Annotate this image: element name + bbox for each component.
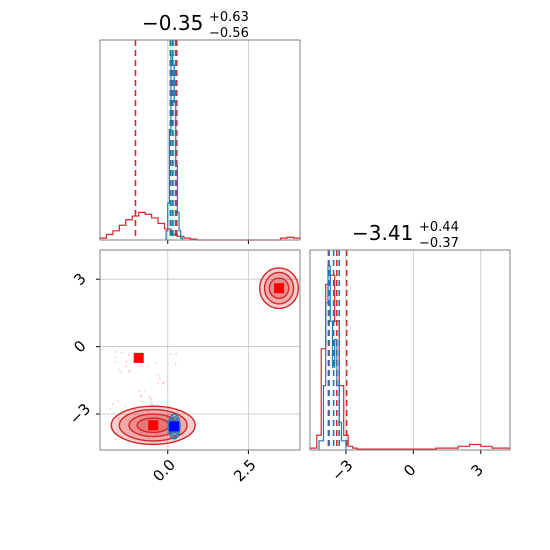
sample-point — [150, 403, 153, 405]
x-tick-label: 0 — [400, 461, 419, 480]
sample-point — [174, 362, 177, 365]
hist-2-title-median: −3.41 — [352, 221, 413, 245]
sample-point — [121, 435, 124, 438]
hist-series-2 — [165, 55, 183, 240]
sample-point — [124, 404, 126, 407]
hist-series-1 — [99, 211, 301, 241]
sample-point — [140, 400, 143, 403]
marker-2 — [148, 420, 159, 431]
sample-point — [150, 397, 153, 400]
y-tick-label: −3 — [66, 400, 94, 428]
hist-panel-param-1 — [99, 39, 301, 244]
y-tick-label: 3 — [70, 269, 89, 288]
panel-frame — [99, 249, 301, 451]
sample-point — [125, 360, 128, 363]
sample-point — [127, 354, 130, 356]
sample-point — [157, 373, 160, 376]
hist-1-title-plus: +0.63 — [209, 10, 249, 25]
sample-point — [127, 418, 130, 421]
sample-point — [148, 437, 150, 440]
x-tick-label: 0.0 — [149, 456, 179, 486]
sample-point — [155, 433, 158, 436]
hist-series-2 — [318, 265, 347, 450]
sample-point — [117, 400, 120, 402]
sample-point — [128, 369, 131, 372]
hist-2-title: −3.41 +0.44 −0.37 — [352, 220, 459, 251]
sample-point — [120, 351, 123, 354]
x-tick-label: 2.5 — [230, 456, 260, 486]
sample-point — [139, 395, 142, 398]
sample-point — [150, 400, 153, 403]
sample-point — [119, 370, 122, 373]
x-tick-label: −3 — [328, 456, 356, 484]
panel-frame — [99, 39, 301, 241]
marker-4 — [169, 421, 180, 432]
x-tick-label: 3 — [468, 461, 487, 480]
sample-point — [138, 390, 141, 393]
sample-point — [157, 381, 159, 384]
sample-point — [117, 368, 120, 371]
sample-point — [156, 414, 159, 417]
panel-frame — [309, 249, 511, 451]
sample-point — [133, 408, 136, 411]
sample-point — [140, 432, 143, 434]
hist-2-title-minus: −0.37 — [419, 236, 459, 251]
sample-point — [146, 365, 149, 368]
sample-point — [158, 377, 161, 380]
sample-point — [114, 356, 117, 359]
sample-point — [125, 365, 127, 368]
sample-point — [116, 418, 119, 420]
sample-point — [161, 428, 164, 431]
sample-point — [169, 353, 172, 355]
sample-point — [162, 381, 165, 384]
hist-2-title-plus: +0.44 — [419, 220, 459, 235]
scatter-contour-panel: 0.0 2.5 −3 0 3 — [66, 249, 301, 486]
sample-point — [175, 352, 178, 355]
sample-point — [143, 389, 146, 392]
hist-1-title: −0.35 +0.63 −0.56 — [142, 10, 249, 41]
sample-point — [114, 361, 117, 363]
sample-point — [109, 407, 112, 410]
sample-point — [127, 371, 130, 373]
sample-point — [114, 438, 117, 441]
sample-point — [140, 394, 143, 397]
sample-point — [147, 410, 150, 413]
hist-1-title-median: −0.35 — [142, 11, 203, 35]
sample-point — [112, 403, 114, 405]
sample-point — [176, 410, 179, 413]
hist-1-title-minus: −0.56 — [209, 26, 249, 41]
hist-panel-param-2: −3 0 3 — [309, 249, 511, 485]
marker-3 — [274, 283, 285, 294]
sample-point — [151, 404, 154, 406]
sample-point — [115, 351, 117, 353]
marker-1 — [133, 352, 144, 363]
sample-point — [139, 364, 142, 367]
sample-point — [161, 382, 164, 385]
sample-point — [148, 396, 151, 399]
sample-point — [155, 361, 158, 364]
y-tick-label: 0 — [70, 337, 89, 356]
